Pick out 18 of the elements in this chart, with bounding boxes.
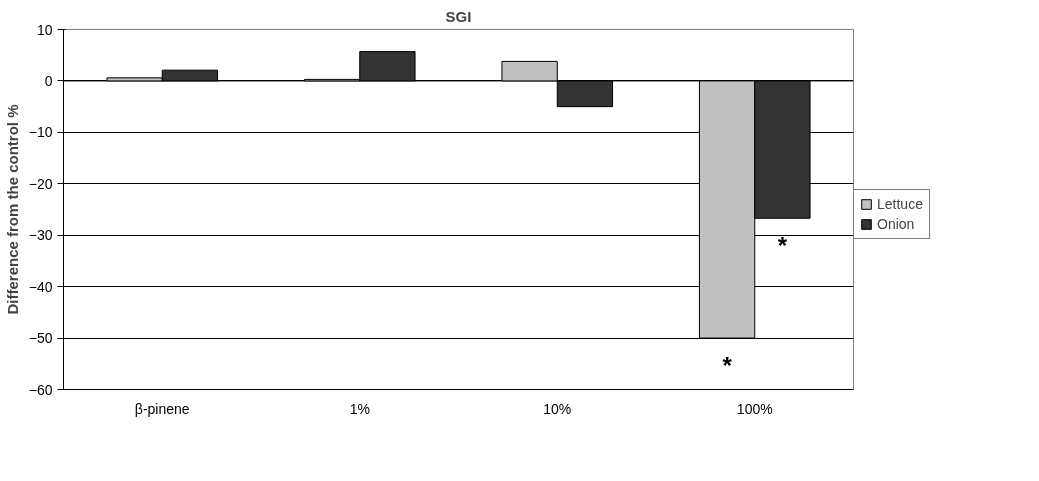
legend-label: Onion [877,216,915,232]
y-axis-title: Difference from the control % [3,104,21,315]
y-tick-label: −30 [28,227,53,244]
y-tick-label: −20 [28,175,53,192]
x-tick-label: 100% [736,400,773,417]
y-tick-label: −10 [28,124,53,141]
chart-title: SGI [445,7,472,25]
y-tick-label: 0 [44,72,53,89]
x-tick-label: 10% [543,400,572,417]
y-tick-label: −60 [28,381,53,398]
x-tick-label: β-pinene [134,400,190,417]
y-tick-label: −40 [28,278,53,295]
legend-label: Lettuce [877,196,923,212]
x-tick-label: 1% [349,400,370,417]
y-tick-label: −50 [28,330,53,347]
y-tick-label: 10 [36,21,53,38]
annotation: * [777,232,788,260]
annotation: * [722,352,733,380]
